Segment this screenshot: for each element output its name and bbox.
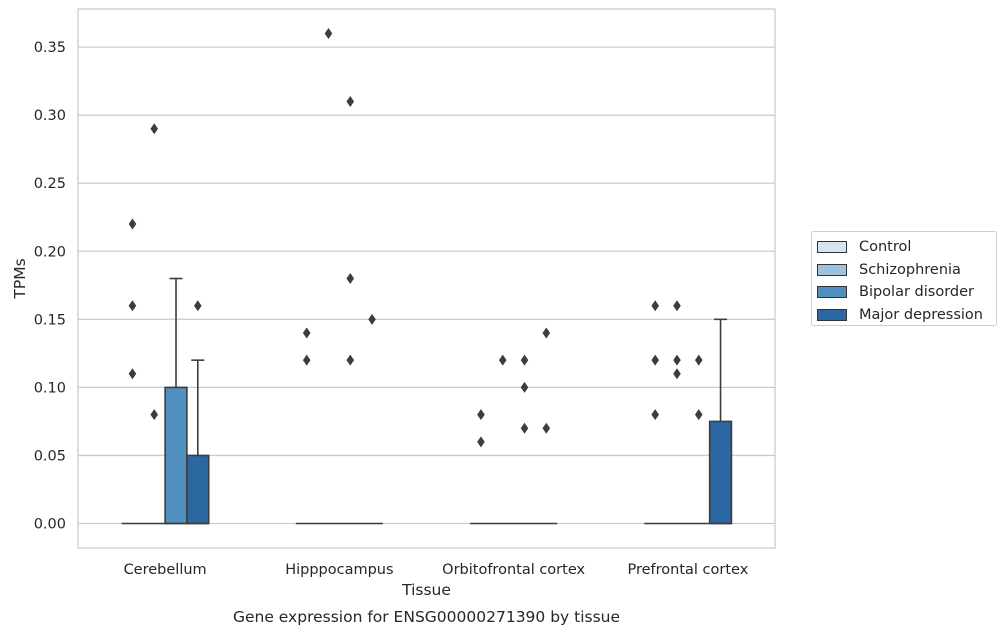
- box-bipolar-disorder: [513, 354, 536, 525]
- y-tick-label: 0.10: [34, 380, 66, 396]
- outlier-point: [651, 409, 660, 421]
- y-tick-label: 0.30: [34, 108, 66, 124]
- x-tick-label: Hipppocampus: [285, 562, 393, 578]
- legend: Control Schizophrenia Bipolar disorder Majo…: [811, 231, 997, 326]
- box-control: [470, 409, 492, 525]
- box-major-depression: [535, 327, 558, 525]
- outlier-point: [128, 218, 137, 230]
- legend-label: Bipolar disorder: [859, 284, 974, 301]
- x-tick-labels: Cerebellum Hipppocampus Orbitofrontal cort…: [124, 562, 749, 578]
- legend-label: Control: [859, 239, 912, 256]
- outlier-point: [694, 409, 703, 421]
- outlier-point: [673, 354, 681, 366]
- box-bipolar-disorder: [339, 96, 362, 525]
- plot-area-frame: [77, 8, 776, 549]
- y-tick-labels: 0.00 0.05 0.10 0.15 0.20 0.25 0.30 0.35: [34, 40, 66, 532]
- x-tick-label: Orbitofrontal cortex: [442, 562, 585, 578]
- outlier-point: [477, 436, 485, 448]
- outlier-point: [346, 354, 355, 366]
- chart-caption: Gene expression for ENSG00000271390 by t…: [233, 608, 620, 626]
- outlier-point: [128, 368, 137, 380]
- outlier-point: [128, 300, 137, 312]
- y-tick-label: 0.35: [34, 40, 66, 56]
- outlier-point: [651, 300, 660, 312]
- outlier-point: [520, 381, 529, 393]
- box-major-depression: [361, 313, 383, 525]
- outlier-point: [673, 300, 681, 312]
- box-body: [186, 454, 210, 525]
- box-body: [164, 386, 188, 525]
- box-control: [644, 300, 667, 525]
- legend-swatch: [817, 241, 847, 254]
- legend-label: Major depression: [859, 307, 983, 324]
- outlier-point: [150, 409, 159, 421]
- legend-label: Schizophrenia: [859, 261, 961, 278]
- outlier-point: [324, 28, 333, 39]
- outlier-point: [302, 327, 311, 339]
- outlier-point: [520, 422, 529, 434]
- box-schizophrenia: [491, 354, 514, 525]
- legend-swatch: [817, 286, 847, 299]
- legend-item: Major depression: [817, 304, 996, 327]
- legend-swatch: [817, 263, 847, 276]
- boxes: [121, 28, 733, 525]
- x-axis-label: Tissue: [401, 581, 451, 599]
- box-schizophrenia: [143, 123, 166, 525]
- legend-item: Bipolar disorder: [817, 281, 996, 304]
- outlier-point: [520, 354, 529, 366]
- y-tick-label: 0.00: [34, 517, 66, 533]
- outlier-point: [673, 368, 681, 380]
- y-tick-label: 0.20: [34, 244, 66, 260]
- box-schizophrenia: [317, 28, 340, 525]
- outlier-point: [477, 409, 485, 421]
- outlier-point: [542, 422, 551, 434]
- x-tick-label: Cerebellum: [124, 562, 207, 578]
- outlier-point: [498, 354, 507, 366]
- x-tick-label: Prefrontal cortex: [627, 562, 748, 578]
- y-tick-label: 0.25: [34, 176, 66, 192]
- legend-item: Control: [817, 236, 996, 259]
- legend-swatch: [817, 309, 847, 322]
- outlier-point: [368, 313, 376, 325]
- box-body: [708, 420, 733, 525]
- outlier-point: [542, 327, 551, 339]
- y-tick-label: 0.15: [34, 312, 66, 328]
- box-control: [295, 327, 318, 525]
- y-axis-label: TPMs: [11, 258, 29, 299]
- outlier-point: [694, 354, 703, 366]
- outlier-point: [193, 300, 202, 312]
- outlier-point: [302, 354, 311, 366]
- box-control: [121, 218, 144, 525]
- box-major-depression: [186, 300, 210, 525]
- outlier-point: [651, 354, 660, 366]
- box-bipolar-disorder: [164, 277, 188, 525]
- legend-item: Schizophrenia: [817, 259, 996, 282]
- outlier-point: [346, 273, 355, 284]
- box-bipolar-disorder: [687, 354, 710, 525]
- y-tick-label: 0.05: [34, 448, 66, 464]
- box-major-depression: [708, 318, 733, 525]
- box-schizophrenia: [666, 300, 688, 525]
- outlier-point: [346, 96, 355, 108]
- outlier-point: [150, 123, 159, 135]
